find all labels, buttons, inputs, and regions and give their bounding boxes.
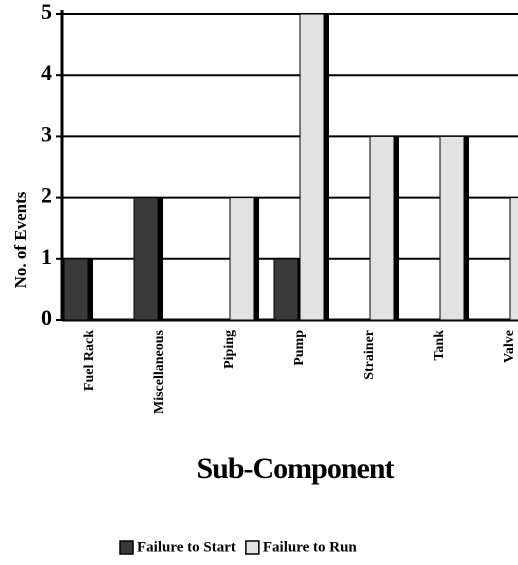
bar-side: [324, 14, 329, 320]
x-tick-label: Tank: [432, 330, 447, 361]
y-tick-label: 4: [41, 60, 52, 85]
bar-side: [464, 136, 469, 320]
x-tick-label: Strainer: [362, 330, 377, 380]
bar-side: [158, 197, 163, 320]
bar: [299, 13, 325, 321]
y-tick-label: 3: [41, 121, 52, 146]
bar: [63, 258, 89, 321]
legend-swatch: [119, 540, 134, 555]
bar: [273, 258, 299, 321]
y-axis-label: No. of Events: [11, 191, 30, 288]
x-axis-label: Sub-Component: [196, 452, 394, 485]
y-tick-label: 2: [41, 183, 52, 208]
bar: [229, 197, 255, 321]
x-tick-label: Fuel Rack: [82, 330, 97, 391]
y-tick-label: 1: [41, 244, 52, 269]
bar: [133, 197, 159, 321]
x-tick-label: Valve: [502, 330, 517, 363]
x-tick-label: Miscellaneous: [152, 329, 167, 414]
legend-label: Failure to Start: [137, 539, 236, 555]
bar-side: [254, 197, 259, 320]
bar: [369, 135, 395, 321]
y-tick-label: 0: [41, 305, 52, 330]
y-tick-label: 5: [41, 0, 52, 24]
legend-swatch: [245, 540, 260, 555]
bar-side: [88, 258, 93, 320]
bar: [509, 197, 518, 321]
bar: [439, 135, 465, 321]
bar-side: [394, 136, 399, 320]
x-tick-label: Piping: [222, 330, 237, 369]
x-tick-label: Pump: [292, 330, 307, 366]
legend-label: Failure to Run: [263, 539, 358, 555]
